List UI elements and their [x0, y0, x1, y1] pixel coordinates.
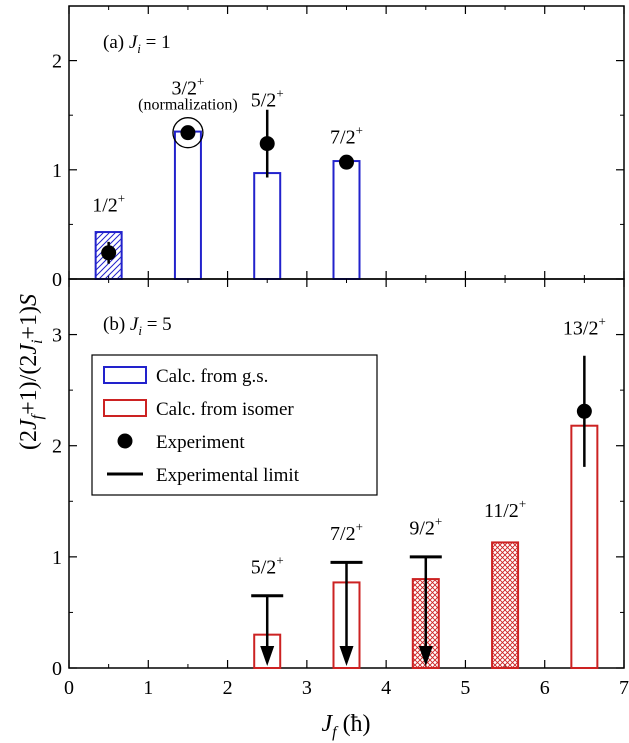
level-label: 3/2+: [171, 73, 204, 99]
limit-arrowhead: [339, 646, 354, 666]
bar-gs: [253, 172, 282, 281]
annotation-normalization: (normalization): [138, 97, 238, 114]
x-tick-label: 3: [302, 677, 312, 699]
y-tick-label: 3: [52, 325, 62, 347]
legend-key-dot: [117, 433, 133, 449]
y-axis-label: (2Jf+1)/(2Ji+1)S: [16, 294, 46, 450]
bar-gs: [173, 130, 202, 280]
bar-gs: [332, 160, 361, 280]
x-tick-label: 1: [143, 677, 153, 699]
x-tick-labels: 0 1 2 3 4 5 6 7: [64, 677, 629, 699]
experiment-point: [339, 154, 354, 170]
x-tick-label: 6: [540, 677, 550, 699]
y-tick-label: 1: [52, 160, 62, 182]
legend-label: Experimental limit: [156, 465, 300, 486]
level-label: 5/2+: [251, 553, 284, 579]
panel-a-label: (a) Ji = 1: [103, 32, 171, 56]
y-tick-label: 2: [52, 436, 62, 458]
panel-b-label: (b) Ji = 5: [103, 314, 172, 338]
normalization-circle: [172, 117, 204, 149]
y-tick-label: 2: [52, 51, 62, 73]
level-label: 7/2+: [330, 123, 363, 149]
limit-arrowhead: [418, 646, 433, 666]
x-tick-label: 5: [460, 677, 470, 699]
level-label: 9/2+: [409, 514, 442, 540]
x-tick-label: 2: [223, 677, 233, 699]
level-label: 7/2+: [330, 519, 363, 545]
legend-label: Calc. from g.s.: [156, 366, 268, 387]
x-axis-label: Jf (ħ): [321, 711, 370, 741]
x-tick-label: 7: [619, 677, 629, 699]
panel-a: 0 1 2 1/2+ 3/2+ 5/2+ 7/2+ (normalization) (a) J…: [52, 5, 625, 291]
x-tick-label: 0: [64, 677, 74, 699]
experiment-point: [180, 125, 196, 141]
limit-arrowhead: [260, 646, 275, 666]
level-label: 11/2+: [484, 496, 526, 522]
legend-key-gs: [103, 366, 147, 384]
experiment-point: [259, 136, 275, 152]
level-label: 5/2+: [251, 85, 284, 111]
legend-key-isomer: [103, 399, 147, 417]
experiment-point: [101, 245, 117, 261]
level-label: 13/2+: [563, 314, 606, 340]
level-label: 1/2+: [92, 190, 125, 216]
bar-isomer: [491, 541, 520, 669]
experiment-point: [576, 403, 592, 419]
legend-label: Calc. from isomer: [156, 399, 294, 420]
y-tick-label: 0: [52, 269, 62, 291]
x-tick-label: 4: [381, 677, 391, 699]
y-tick-label: 1: [52, 547, 62, 569]
y-tick-label: 0: [52, 658, 62, 680]
legend-label: Experiment: [156, 432, 245, 453]
panel-b: 0 1 2 3 5/2+ 7/2+ 9/2+ 11/2+ 13/2+ (b) Ji = 5 Ca…: [52, 278, 625, 680]
legend: Calc. from g.s. Calc. from isomer Experime…: [91, 354, 378, 496]
